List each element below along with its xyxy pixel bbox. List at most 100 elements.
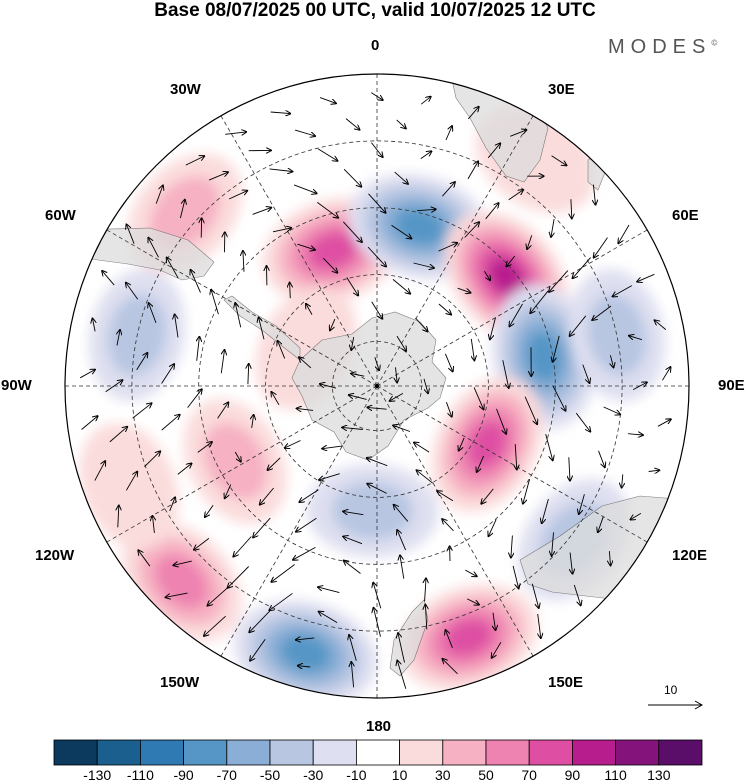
lon-label-90e: 90E <box>718 377 745 394</box>
colorbar-swatch <box>269 739 314 766</box>
wind-vector <box>523 478 531 504</box>
wind-vector <box>272 228 291 233</box>
wind-vector <box>487 143 500 159</box>
wind-vector <box>549 270 569 292</box>
wind-vector <box>531 583 538 608</box>
wind-vector <box>552 532 554 556</box>
wind-vector <box>148 238 159 258</box>
wind-vector <box>506 255 516 266</box>
wind-vector <box>319 97 336 104</box>
wind-vector <box>217 402 229 419</box>
colorbar-tick-label: 50 <box>478 767 494 783</box>
wind-vector <box>471 338 474 360</box>
wind-vector <box>228 566 250 588</box>
wind-vector <box>594 237 608 258</box>
wind-vector <box>197 337 200 361</box>
lon-label-60w: 60W <box>45 207 76 224</box>
wind-vector <box>477 455 485 472</box>
wind-vector <box>629 336 643 341</box>
wind-vector <box>502 360 509 388</box>
wind-vector <box>423 378 428 393</box>
wind-vector <box>457 287 471 293</box>
anomaly-contour <box>149 176 221 250</box>
wind-vector <box>343 537 363 545</box>
colorbar-tick-label: 90 <box>564 767 581 783</box>
wind-vector <box>443 659 458 675</box>
wind-vector <box>425 578 426 602</box>
wind-vector <box>93 319 96 332</box>
wind-vector <box>194 538 210 549</box>
wind-vector <box>490 317 496 340</box>
wind-vector <box>393 425 411 432</box>
meridian-line <box>98 385 378 547</box>
wind-vector <box>570 315 587 336</box>
wind-vector <box>420 151 432 159</box>
wind-vector <box>235 303 242 328</box>
wind-vector <box>515 444 517 469</box>
map-title: Base 08/07/2025 00 UTC, valid 10/07/2025… <box>154 0 596 21</box>
anomaly-contour <box>308 231 358 269</box>
wind-vector <box>138 550 151 567</box>
wind-vector <box>425 605 426 630</box>
reference-vector-arrow <box>648 700 704 710</box>
wind-vector <box>299 489 319 502</box>
lon-label-120w: 120W <box>35 547 75 564</box>
wind-vector <box>208 172 228 181</box>
colorbar-swatch <box>96 739 141 766</box>
colorbar-swatch <box>485 739 530 766</box>
wind-vector <box>351 662 353 688</box>
wind-vector <box>481 488 494 504</box>
wind-vector <box>205 504 214 517</box>
wind-vector <box>253 517 271 537</box>
wind-vector <box>234 451 241 462</box>
meridian-line <box>216 385 378 665</box>
wind-vector <box>299 357 312 369</box>
wind-vector <box>132 403 152 419</box>
wind-vector <box>573 257 591 279</box>
wind-vector <box>155 186 163 204</box>
colorbar-swatch <box>528 739 573 766</box>
wind-vector <box>489 519 497 536</box>
wind-vector <box>374 357 379 370</box>
wind-vector <box>297 408 314 410</box>
wind-vector <box>571 199 572 218</box>
wind-vector <box>344 561 361 574</box>
wind-vector <box>81 416 98 430</box>
wind-vector <box>294 129 315 136</box>
anomaly-contour <box>488 258 525 296</box>
wind-vector <box>243 251 244 272</box>
meridian-line <box>216 107 378 387</box>
map-border <box>64 73 690 699</box>
meridian-line <box>376 385 656 547</box>
wind-vector <box>290 283 291 299</box>
colorbar-tick-label: -90 <box>173 767 194 783</box>
wind-vector <box>268 457 281 470</box>
wind-vector <box>467 162 478 180</box>
wind-vector <box>252 208 272 215</box>
wind-vector <box>249 610 271 633</box>
meridian-line <box>98 225 378 387</box>
wind-vector <box>343 511 364 514</box>
wind-vector <box>298 666 311 667</box>
wind-vector <box>102 271 115 286</box>
wind-vector <box>438 243 458 252</box>
wind-vector <box>127 225 135 244</box>
wind-vector <box>442 182 455 197</box>
wind-vector <box>373 583 382 609</box>
brand-logo: MODES© <box>608 36 717 59</box>
wind-vector <box>631 513 642 519</box>
wind-vector <box>400 555 405 579</box>
wind-vector <box>398 633 405 663</box>
wind-vector <box>343 168 361 187</box>
anomaly-contour <box>525 331 562 382</box>
wind-vector <box>351 374 365 377</box>
wind-vector <box>445 402 451 416</box>
wind-vector <box>293 184 317 194</box>
colorbar-swatch <box>183 739 228 766</box>
wind-vector <box>569 457 570 480</box>
wind-vector <box>542 498 549 523</box>
wind-vector <box>392 279 410 293</box>
wind-vector <box>126 283 139 300</box>
wind-vector <box>367 407 387 409</box>
wind-vector <box>417 470 433 484</box>
